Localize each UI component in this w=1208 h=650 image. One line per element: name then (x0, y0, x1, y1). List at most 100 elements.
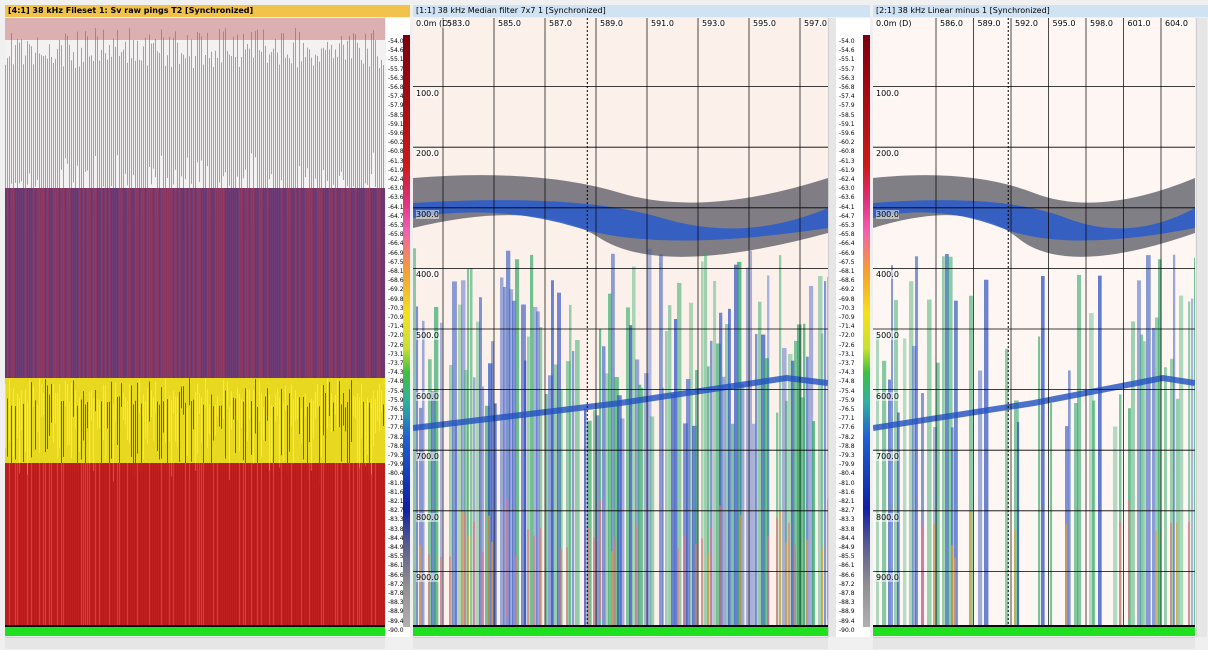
echo-streak (279, 463, 280, 625)
echo-streak (59, 384, 60, 447)
echo-streak (249, 390, 250, 419)
echo-streak (363, 64, 364, 207)
echo-streak (311, 463, 312, 625)
color-scale-label: -76.5 (388, 406, 404, 414)
echo-streak (23, 188, 24, 378)
horizontal-scrollbar[interactable] (5, 637, 385, 649)
panel-title: [1:1] 38 kHz Median filter 7x7 1 [Synchr… (416, 6, 606, 15)
echo-streak (289, 463, 290, 625)
echo-streak (149, 463, 150, 625)
color-scale-label: -86.6 (839, 572, 855, 580)
echo-streak (67, 36, 68, 164)
horizontal-scrollbar[interactable] (413, 637, 828, 649)
echo-streak (347, 41, 348, 186)
color-scale-label: -81.6 (839, 489, 855, 497)
echo-streak (151, 390, 152, 418)
echo-streak (61, 45, 62, 170)
color-scale-label: -88.3 (839, 599, 855, 607)
echo-streak (381, 390, 382, 412)
echo-streak (319, 188, 320, 378)
echo-column (494, 403, 497, 625)
echo-streak (383, 463, 384, 625)
echo-streak (203, 405, 204, 465)
echo-column (506, 499, 508, 619)
echo-streak (213, 463, 214, 625)
echo-streak (137, 188, 138, 378)
echo-streak (33, 386, 34, 407)
echo-streak (77, 32, 78, 166)
echo-streak (163, 401, 164, 432)
echo-streak (139, 463, 140, 625)
echo-streak (231, 463, 232, 625)
color-scale-label: -55.1 (839, 56, 855, 64)
echo-streak (225, 463, 226, 625)
echo-streak (295, 188, 296, 378)
echo-streak (79, 398, 80, 452)
echo-streak (365, 188, 366, 378)
echo-streak (97, 188, 98, 378)
echo-streak (151, 188, 152, 378)
echo-streak (75, 188, 76, 378)
echo-streak (49, 395, 50, 436)
echo-streak (75, 390, 76, 429)
echo-streak (51, 57, 52, 202)
echo-column (683, 535, 685, 625)
color-scale-label: -88.3 (388, 599, 404, 607)
echo-streak (29, 188, 30, 378)
echo-streak (245, 188, 246, 378)
echo-streak (105, 463, 106, 625)
echo-streak (343, 45, 344, 180)
echo-streak (375, 399, 376, 433)
echo-streak (67, 463, 68, 625)
echo-streak (37, 188, 38, 378)
echo-streak (185, 463, 186, 625)
echogram: 0.0m (D)100.0200.0300.0400.0500.0600.070… (873, 18, 1195, 625)
echo-streak (213, 188, 214, 378)
echo-streak (325, 188, 326, 378)
echo-column (1170, 523, 1172, 625)
echogram-image (413, 18, 828, 625)
horizontal-scrollbar[interactable] (873, 637, 1195, 649)
echo-streak (97, 463, 98, 625)
vertical-scrollbar[interactable] (1196, 18, 1207, 637)
echo-streak (241, 188, 242, 378)
echo-streak (5, 65, 6, 202)
echo-streak (47, 188, 48, 378)
echo-streak (199, 463, 200, 625)
echo-streak (217, 188, 218, 378)
echo-streak (291, 463, 292, 625)
echo-streak (181, 188, 182, 378)
echo-streak (269, 463, 270, 625)
echo-streak (93, 398, 94, 471)
depth-label: 0.0m (D) (876, 19, 911, 28)
echo-streak (165, 379, 166, 443)
echo-streak (157, 188, 158, 378)
echo-streak (19, 43, 20, 184)
color-scale-label: -86.1 (388, 562, 404, 570)
echo-streak (109, 463, 110, 625)
color-scale-label: -84.4 (388, 535, 404, 543)
echo-streak (343, 393, 344, 426)
echo-streak (153, 463, 154, 625)
echo-streak (45, 188, 46, 378)
echo-column (599, 500, 601, 620)
echo-streak (145, 188, 146, 378)
echo-column (1188, 522, 1190, 625)
echo-streak (171, 67, 172, 205)
echo-streak (69, 463, 70, 625)
vertical-scrollbar[interactable] (828, 18, 836, 637)
echo-streak (341, 188, 342, 378)
echo-streak (227, 463, 228, 625)
echo-streak (11, 33, 12, 184)
echo-streak (377, 188, 378, 378)
app-window: [4:1] 38 kHz Fileset 1: Sv raw pings T2 … (0, 0, 1208, 650)
echo-streak (85, 463, 86, 625)
echo-streak (213, 406, 214, 440)
echo-streak (13, 188, 14, 378)
bottom-line-bar (873, 625, 1195, 636)
echo-streak (219, 188, 220, 378)
color-scale-label: -82.7 (388, 507, 404, 515)
color-scale-label: -69.2 (839, 286, 855, 294)
color-scale-label: -87.8 (388, 590, 404, 598)
echo-streak (161, 188, 162, 378)
